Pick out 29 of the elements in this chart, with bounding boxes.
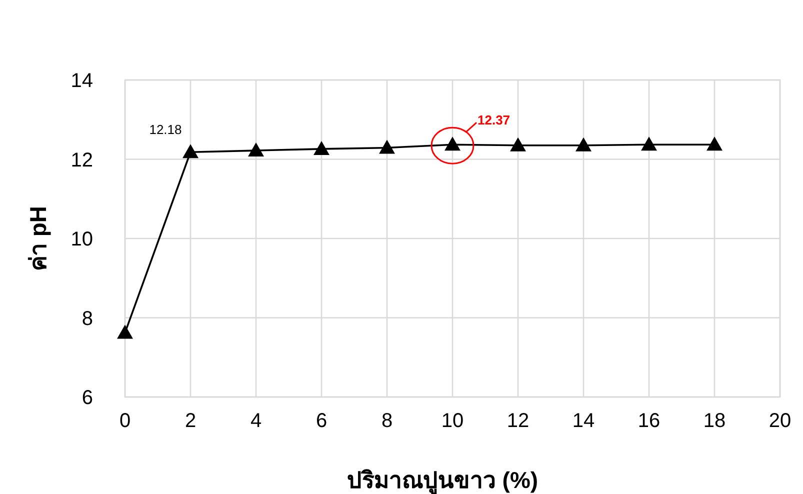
x-tick-label: 0 <box>119 410 131 432</box>
x-axis-title: ปริมาณปูนขาว (%) <box>346 467 538 494</box>
y-tick-label: 8 <box>82 308 93 330</box>
x-tick-label: 8 <box>381 410 393 432</box>
x-tick-label: 18 <box>703 410 726 432</box>
y-axis-title: ค่า pH <box>25 206 51 272</box>
x-tick-label: 6 <box>316 410 328 432</box>
x-tick-label: 16 <box>638 410 660 432</box>
point <box>117 324 133 339</box>
x-tick-label: 10 <box>441 410 464 432</box>
point <box>248 142 264 157</box>
x-tick-label: 20 <box>768 410 792 432</box>
point <box>379 140 395 154</box>
y-tick-label: 12 <box>70 149 93 172</box>
y-tick-label: 10 <box>70 228 93 250</box>
point <box>510 137 526 152</box>
point <box>576 137 592 152</box>
point <box>314 140 330 155</box>
point <box>182 144 198 158</box>
annotation: 12.18 <box>149 122 182 138</box>
x-tick-label: 2 <box>184 410 196 432</box>
x-tick-label: 12 <box>506 410 530 432</box>
annotation: 12.37 <box>478 112 510 128</box>
y-tick-label: 6 <box>82 387 93 409</box>
x-tick-label: 4 <box>250 410 262 432</box>
point <box>641 136 657 151</box>
x-tick-label: 14 <box>572 410 595 432</box>
point <box>706 136 722 151</box>
y-tick-label: 14 <box>70 70 93 92</box>
